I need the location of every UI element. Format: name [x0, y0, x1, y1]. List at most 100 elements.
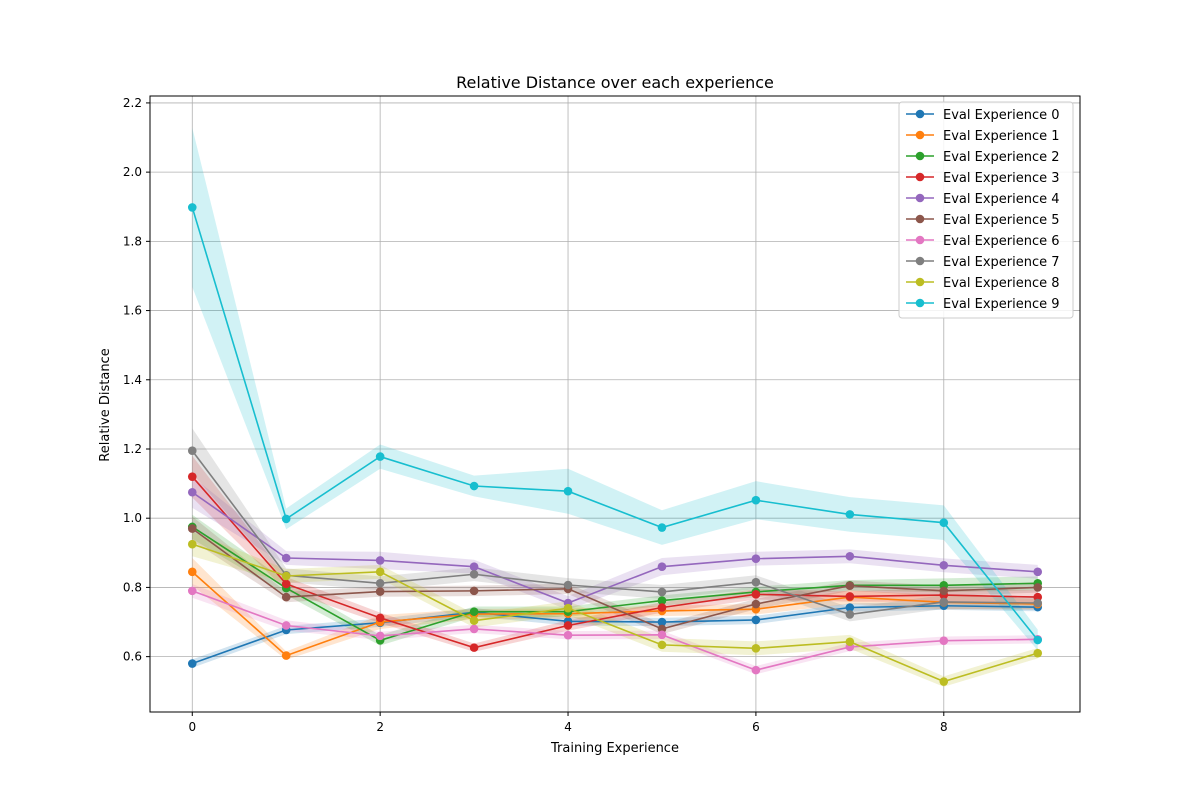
series-8-point: [845, 637, 855, 647]
y-tick-label: 1.8: [123, 234, 142, 248]
legend-entry-label: Eval Experience 3: [943, 171, 1060, 186]
series-6-point: [375, 631, 385, 641]
series-3-point: [187, 472, 197, 481]
series-8-point: [375, 567, 385, 577]
x-tick-label: 0: [188, 720, 196, 734]
y-tick-label: 2.0: [123, 165, 142, 179]
x-tick-label: 6: [752, 720, 760, 734]
series-3-point: [375, 613, 385, 623]
y-axis-label: Relative Distance: [98, 348, 113, 461]
series-1-point: [281, 651, 291, 660]
series-5-point: [375, 587, 385, 596]
axis-ticks: 0 2 4 6 8 0.6 0.8 1.0 1.2 1.4 1.6 1.8 2.0 2.2: [123, 96, 948, 734]
legend: Eval Experience 0 Eval Experience 1 Eval E…: [898, 101, 1074, 319]
series-3-point: [751, 590, 761, 599]
series-7-point: [469, 569, 479, 579]
series-9-point: [469, 481, 479, 491]
chart-title: Relative Distance over each experience: [456, 73, 774, 92]
series-9-point: [563, 486, 573, 496]
series-7-point: [657, 587, 667, 597]
legend-box: [898, 101, 1074, 319]
legend-entry-label: Eval Experience 6: [943, 234, 1060, 249]
series-4-point: [469, 562, 479, 571]
x-tick-label: 2: [376, 720, 384, 734]
series-5-line: [191, 527, 1038, 630]
series-4-point: [845, 551, 855, 561]
series-7-point: [1033, 598, 1043, 608]
series-5-point: [281, 592, 291, 602]
series-2-point: [657, 596, 667, 605]
series-8-point: [281, 571, 291, 581]
series-5-point: [187, 524, 197, 533]
series-5-point: [751, 599, 761, 609]
series-0-point: [657, 617, 667, 627]
series-5-point: [657, 624, 667, 634]
legend-entry-label: Eval Experience 4: [943, 192, 1060, 207]
series-0-point: [751, 615, 761, 625]
series-7-point: [563, 580, 573, 590]
series-4-point: [281, 553, 291, 563]
series-8-point: [187, 539, 197, 549]
legend-swatch-marker: [915, 214, 925, 224]
series-6-point: [469, 624, 479, 634]
series-3-point: [469, 643, 479, 652]
legend-entry-label: Eval Experience 9: [943, 297, 1060, 312]
legend-swatch-marker: [915, 130, 925, 140]
series-9-point: [281, 514, 291, 524]
x-tick-label: 8: [940, 720, 948, 734]
legend-entry-label: Eval Experience 8: [943, 276, 1060, 291]
series-9-band: [192, 127, 1038, 651]
legend-swatch-marker: [915, 256, 925, 266]
series-6-point: [657, 630, 667, 640]
y-tick-label: 0.6: [123, 650, 142, 664]
series-6-band: [192, 583, 1038, 675]
series-9-point: [187, 203, 197, 212]
series-8-point: [751, 644, 761, 653]
legend-swatch-marker: [915, 151, 925, 161]
series-4-point: [187, 487, 197, 497]
series-3-point: [845, 592, 855, 601]
y-tick-label: 1.4: [123, 373, 142, 387]
series-5-point: [1033, 583, 1043, 592]
legend-swatch-marker: [915, 193, 925, 203]
legend-swatch-marker: [915, 235, 925, 245]
series-8-point: [939, 677, 949, 686]
series-4-point: [1033, 567, 1043, 577]
series-9-point: [845, 510, 855, 519]
series-4-line: [191, 491, 1038, 604]
series-9-point: [751, 495, 761, 505]
series-6-point: [187, 586, 197, 596]
legend-entry-label: Eval Experience 0: [943, 108, 1060, 123]
series-8-point: [469, 616, 479, 625]
legend-swatch-marker: [915, 277, 925, 287]
series-9-point: [939, 518, 949, 528]
series-7-point: [187, 446, 197, 456]
y-tick-label: 1.6: [123, 304, 142, 318]
series-lines: [187, 203, 1043, 686]
y-tick-label: 1.0: [123, 511, 142, 525]
legend-entry-label: Eval Experience 5: [943, 213, 1060, 228]
series-5-band: [192, 516, 1038, 635]
series-1-line: [191, 571, 1038, 657]
series-6-point: [751, 665, 761, 675]
series-4-point: [939, 560, 949, 570]
series-8-line: [192, 543, 1038, 683]
x-axis-label: Training Experience: [550, 741, 679, 756]
series-7-point: [375, 578, 385, 588]
series-0-point: [845, 603, 855, 612]
legend-swatch-marker: [915, 109, 925, 119]
series-7-line: [191, 450, 1038, 616]
series-6-point: [281, 621, 291, 630]
series-7-point: [845, 610, 855, 619]
series-3-point: [1033, 592, 1043, 602]
series-8-point: [563, 603, 573, 613]
y-tick-label: 0.8: [123, 580, 142, 594]
series-4-point: [751, 554, 761, 563]
series-5-point: [845, 581, 855, 590]
series-4-point: [657, 562, 667, 571]
series-0-point: [187, 659, 197, 668]
series-2-point: [469, 607, 479, 616]
series-6-point: [939, 636, 949, 646]
y-tick-label: 2.2: [123, 96, 142, 110]
legend-entry-label: Eval Experience 2: [943, 150, 1060, 165]
